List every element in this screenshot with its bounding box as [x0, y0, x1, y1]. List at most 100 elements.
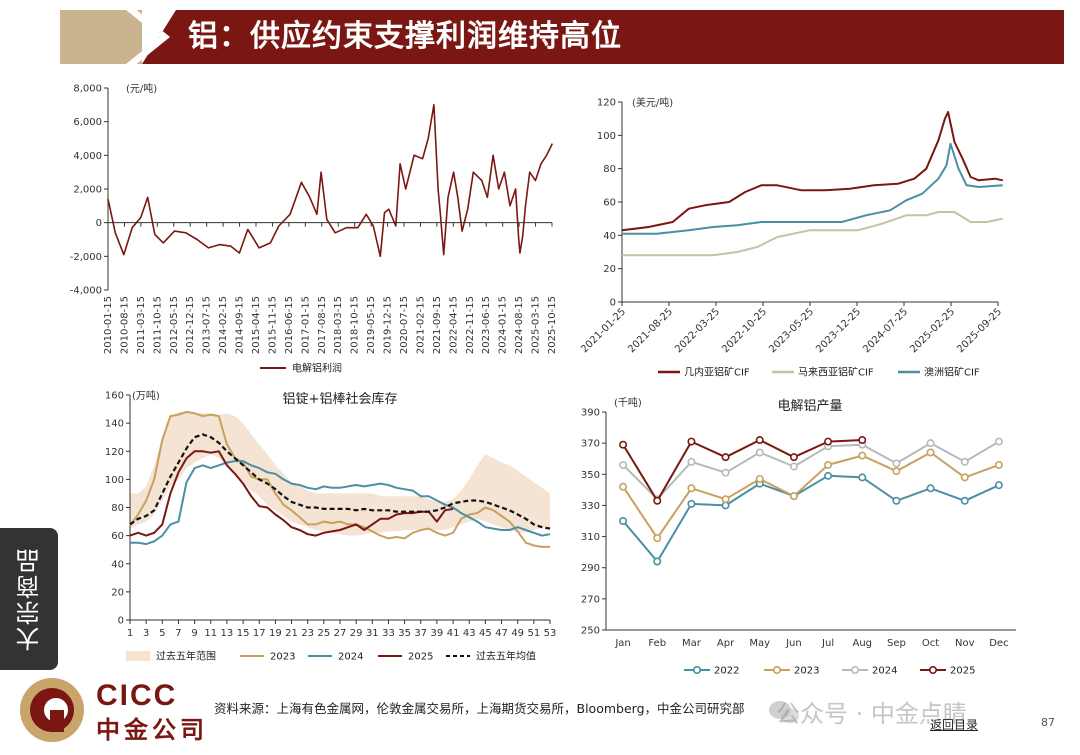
x-tick-label: 2021-01-25 [579, 306, 628, 355]
x-tick-label: 53 [544, 628, 557, 639]
output-series-line [622, 439, 863, 502]
legend-marker [773, 665, 782, 674]
x-tick-label: 2023-05-25 [767, 306, 816, 355]
x-tick-label: 2015-11-15 [267, 296, 278, 354]
output-data-point [824, 437, 833, 446]
y-tick-label: 120 [597, 98, 616, 109]
legend-swatch [126, 651, 150, 661]
x-tick-label: 37 [414, 628, 427, 639]
y-tick-label: 40 [603, 231, 616, 242]
output-data-point [755, 448, 764, 457]
x-tick-label: 45 [479, 628, 492, 639]
output-data-point [858, 451, 867, 460]
output-data-point [653, 534, 662, 543]
source-note: 资料来源：上海有色金属网，伦敦金属交易所，上海期货交易所，Bloomberg，中… [214, 701, 745, 716]
y-tick-label: 6,000 [73, 117, 102, 128]
output-data-point [824, 460, 833, 469]
output-series-line [622, 474, 1000, 563]
x-tick-label: Mar [682, 638, 702, 649]
profit-chart-svg: -4,000 -2,000 0 2,000 4,000 6,000 8,000 (元/吨) 20… [70, 82, 558, 375]
x-tick-label: 2025-02-25 [908, 306, 957, 355]
legend-label: 过去五年均值 [476, 650, 536, 663]
x-tick-label: 2021-09-15 [432, 296, 443, 354]
chart-title: 铝锭+铝棒社会库存 [283, 391, 398, 407]
y-unit-label: (元/吨) [126, 82, 157, 95]
x-tick-label: 33 [382, 628, 395, 639]
legend-label: 电解铝利润 [292, 362, 342, 375]
x-tick-label: 2025-09-25 [955, 306, 1004, 355]
bauxite-price-chart: 0 20 40 60 80 100 120 (美元/吨) 2021-01-25 2021-08-2… [579, 92, 1020, 387]
x-tick-label: 2022-04-15 [448, 296, 459, 354]
y-tick-label: 250 [581, 626, 600, 637]
profit-series-line [107, 104, 554, 258]
chart-title: 电解铝产量 [777, 399, 842, 414]
legend-label: 澳洲铝矿CIF [924, 366, 980, 379]
y-tick-label: 100 [105, 475, 124, 486]
output-data-point [926, 448, 935, 457]
x-tick-label: 31 [366, 628, 379, 639]
legend-label: 2024 [338, 652, 363, 663]
section-side-tab[interactable]: 大宗商品 [0, 528, 58, 670]
x-tick-label: Jul [821, 638, 834, 649]
cicc-logo-icon [20, 678, 84, 742]
y-tick-label: 0 [118, 616, 124, 627]
x-tick-label: 49 [511, 628, 524, 639]
legend-label: 几内亚铝矿CIF [684, 366, 750, 379]
y-tick-label: 80 [603, 164, 616, 175]
page-number: 87 [1041, 716, 1055, 729]
x-tick-label: 2014-02-15 [218, 296, 229, 354]
output-data-point [994, 460, 1003, 469]
inventory-series-line [129, 410, 550, 548]
x-tick-label: 2025-03-15 [531, 296, 542, 354]
x-tick-label: 27 [334, 628, 347, 639]
back-to-contents-link[interactable]: 返回目录 [930, 718, 979, 732]
output-data-point [824, 471, 833, 480]
legend-label: 2022 [714, 666, 739, 677]
output-data-point [926, 439, 935, 448]
output-data-point [619, 482, 628, 491]
output-series-line [622, 440, 1000, 501]
x-tick-label: Jun [785, 638, 802, 649]
legend-label: 马来西亚铝矿CIF [798, 366, 874, 379]
x-tick-label: Dec [989, 638, 1008, 649]
x-tick-label: 9 [191, 628, 197, 639]
legend-label: 2023 [270, 652, 295, 663]
profit-chart: -4,000 -2,000 0 2,000 4,000 6,000 8,000 (元/吨) 20… [60, 78, 570, 378]
output-chart: 250 270 290 310 330 350 370 390 (千吨) 电解铝产量 Jan Feb M… [580, 390, 1025, 680]
x-tick-label: 2017-08-15 [317, 296, 328, 354]
side-tab-label: 大宗商品 [15, 547, 44, 651]
output-data-point [960, 457, 969, 466]
y-unit-label: (万吨) [132, 389, 160, 402]
x-tick-label: 2022-03-25 [673, 306, 722, 355]
x-tick-label: Feb [648, 638, 666, 649]
output-data-point [653, 496, 662, 505]
output-data-point [994, 481, 1003, 490]
y-tick-label: 290 [581, 563, 600, 574]
legend-label: 2025 [950, 666, 975, 677]
x-tick-label: 35 [398, 628, 411, 639]
x-tick-label: 2010-08-15 [119, 296, 130, 354]
x-tick-label: 13 [221, 628, 234, 639]
x-tick-label: 2024-07-25 [861, 306, 910, 355]
wechat-watermark-icon [769, 701, 799, 724]
x-tick-label: 2018-10-15 [350, 296, 361, 354]
x-tick-label: 2022-11-15 [465, 296, 476, 354]
x-tick-label: 2020-07-15 [399, 296, 410, 354]
inventory-series-line [130, 460, 551, 546]
x-tick-label: May [749, 638, 770, 649]
x-tick-label: 2022-10-25 [720, 306, 769, 355]
x-tick-label: 21 [285, 628, 298, 639]
x-tick-label: 47 [495, 628, 508, 639]
x-tick-label: 2010-01-15 [103, 296, 114, 354]
y-tick-label: 120 [105, 447, 124, 458]
x-tick-label: 2011-03-15 [136, 296, 147, 354]
ore-series-line [621, 111, 1003, 232]
x-tick-label: 43 [463, 628, 476, 639]
x-tick-label: 2024-01-15 [498, 296, 509, 354]
x-tick-label: 2025-10-15 [547, 296, 558, 354]
x-tick-label: 2023-06-15 [481, 296, 492, 354]
y-tick-label: 0 [96, 218, 102, 229]
legend-label: 2025 [408, 652, 433, 663]
legend-marker [693, 665, 702, 674]
